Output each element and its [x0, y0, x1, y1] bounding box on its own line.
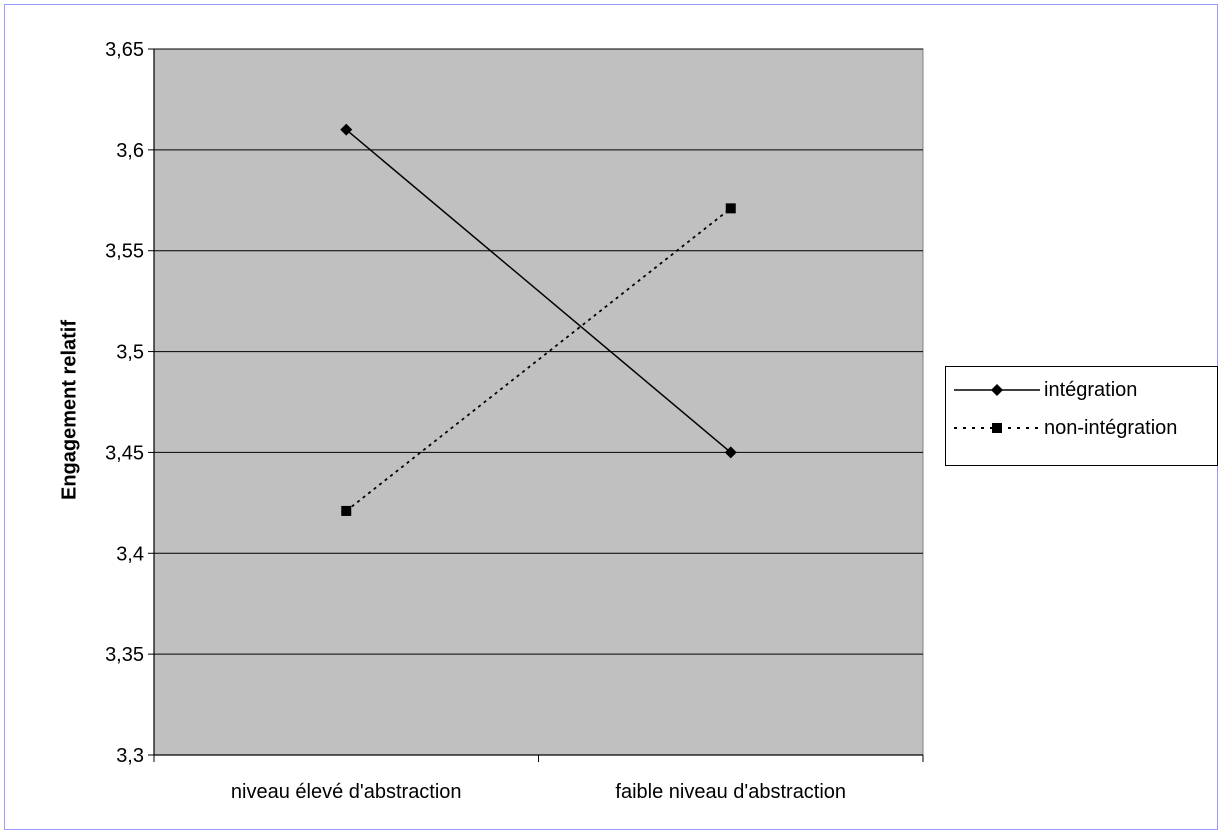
legend-label-integration: intégration — [1044, 379, 1138, 401]
legend-swatch-non-integration — [954, 423, 1040, 433]
y-tick-label: 3,35 — [105, 644, 144, 666]
series-line-integration — [345, 129, 732, 454]
legend-item-non-integration: non-intégration — [946, 413, 1217, 443]
line-chart: 3,3 3,35 3,4 3,45 3,5 3,55 3,6 3,65 niveau élevé… — [105, 39, 924, 803]
legend: intégration non-intégration — [945, 366, 1218, 466]
y-tick-label: 3,4 — [116, 543, 144, 565]
x-tick-label: niveau élevé d'abstraction — [231, 781, 462, 803]
series-line-non-integration — [345, 207, 732, 512]
y-tick-label: 3,45 — [105, 442, 144, 464]
y-tick-label: 3,65 — [105, 39, 144, 61]
y-tick-label: 3,55 — [105, 241, 144, 263]
square-marker-icon — [992, 423, 1002, 433]
legend-item-integration: intégration — [946, 375, 1217, 405]
legend-swatch-integration — [954, 384, 1040, 396]
diamond-marker-icon — [991, 384, 1003, 396]
y-tick-label: 3,5 — [116, 342, 144, 364]
chart-frame: 3,3 3,35 3,4 3,45 3,5 3,55 3,6 3,65 niveau élevé… — [4, 4, 1218, 830]
y-tick-label: 3,3 — [116, 745, 144, 767]
data-point-integration — [340, 123, 353, 136]
data-point-non-integration — [725, 203, 736, 214]
y-tick-label: 3,6 — [116, 140, 144, 162]
legend-label-non-integration: non-intégration — [1044, 417, 1178, 439]
data-point-integration — [724, 446, 737, 459]
x-tick-label: faible niveau d'abstraction — [615, 781, 846, 803]
plot-area — [153, 48, 924, 756]
data-point-non-integration — [341, 505, 352, 516]
y-axis-label: Engagement relatif — [58, 319, 81, 501]
